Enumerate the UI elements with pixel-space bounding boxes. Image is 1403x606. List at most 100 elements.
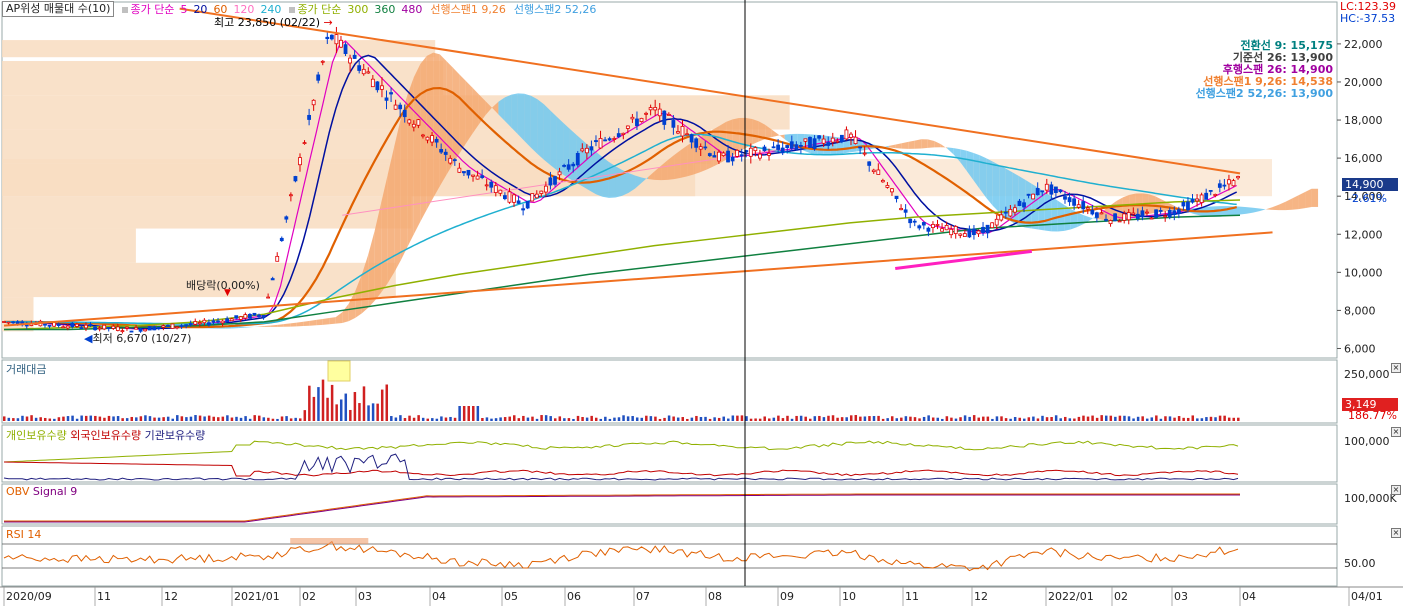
candle-body bbox=[1090, 209, 1095, 215]
candle-body bbox=[871, 169, 876, 173]
lc-value: LC:123.39 bbox=[1340, 0, 1397, 13]
volume-bar bbox=[176, 415, 179, 421]
volume-bar bbox=[25, 416, 29, 421]
volume-bar bbox=[453, 417, 457, 421]
ma2-legend-label: 종가 단순 bbox=[289, 1, 341, 17]
volume-bar bbox=[157, 417, 161, 421]
volume-highlight bbox=[327, 360, 351, 382]
volume-bar bbox=[918, 418, 921, 421]
candle-body bbox=[166, 324, 170, 327]
candle-body bbox=[671, 120, 676, 128]
ichimoku-conversion: 전환선 9: 15,175 bbox=[1240, 39, 1333, 52]
close-rsi-panel-icon[interactable]: × bbox=[1391, 528, 1401, 538]
candle-body bbox=[489, 181, 494, 188]
candle-body bbox=[229, 318, 234, 322]
volume-bar bbox=[786, 415, 789, 421]
volume-bar bbox=[1045, 417, 1049, 421]
volume-bar bbox=[62, 416, 65, 421]
volume-bar bbox=[89, 415, 93, 421]
holders-panel-label: 개인보유수량 외국인보유수량 기관보유수량 bbox=[6, 427, 205, 443]
volume-bar bbox=[1023, 418, 1026, 421]
candle-body bbox=[1158, 210, 1163, 212]
cloud-segment bbox=[986, 158, 993, 206]
close-volume-panel-icon[interactable]: × bbox=[1391, 363, 1401, 373]
candle-body bbox=[1195, 198, 1199, 202]
volume-bar bbox=[449, 416, 452, 421]
volume-bar bbox=[1159, 418, 1163, 421]
candle-body bbox=[448, 157, 453, 164]
volume-bar bbox=[754, 418, 757, 421]
volume-bar bbox=[412, 417, 416, 421]
candle-body bbox=[257, 314, 261, 317]
low-annotation-text: 최저 6,670 (10/27) bbox=[92, 332, 192, 345]
candle-body bbox=[439, 149, 444, 153]
cloud-segment bbox=[491, 101, 499, 115]
candle-body bbox=[680, 125, 685, 137]
volume-bar bbox=[394, 417, 398, 421]
candle-body bbox=[931, 223, 935, 229]
candle-body bbox=[616, 133, 621, 138]
candle-body bbox=[994, 218, 999, 226]
volume-bar bbox=[522, 415, 525, 421]
arrow-left-icon: ◀ bbox=[84, 332, 93, 345]
volume-bar bbox=[289, 418, 293, 421]
volume-profile-bar bbox=[2, 61, 444, 96]
cloud-segment bbox=[667, 155, 675, 180]
candle-body bbox=[1208, 190, 1213, 192]
candle-body bbox=[1113, 213, 1117, 221]
x-tick-label: 06 bbox=[567, 590, 581, 603]
cloud-segment bbox=[1298, 191, 1306, 210]
candle-body bbox=[1204, 192, 1209, 200]
volume-bar bbox=[1141, 416, 1144, 421]
volume-bar bbox=[1209, 416, 1213, 421]
candle-body bbox=[1163, 215, 1168, 218]
volume-bar bbox=[986, 416, 990, 421]
candle-body bbox=[211, 320, 216, 323]
volume-bar bbox=[972, 415, 976, 421]
ma-60: 60 bbox=[213, 2, 228, 16]
candle-body bbox=[343, 44, 348, 54]
volume-bar bbox=[1186, 417, 1190, 421]
volume-tick-label: 250,000 bbox=[1344, 368, 1390, 381]
candle-body bbox=[225, 318, 230, 323]
price-tick-label: 18,000 bbox=[1344, 114, 1383, 127]
panel-frame bbox=[1, 424, 1338, 483]
volume-bar bbox=[809, 418, 812, 421]
cloud-segment bbox=[771, 129, 779, 138]
price-tick-label: 8,000 bbox=[1344, 304, 1376, 317]
volume-bar bbox=[608, 418, 612, 421]
volume-bar bbox=[909, 416, 912, 421]
volume-bar bbox=[1104, 415, 1108, 421]
close-obv-panel-icon[interactable]: × bbox=[1391, 485, 1401, 495]
volume-bar bbox=[1223, 415, 1226, 421]
cloud-segment bbox=[1279, 201, 1286, 211]
candle-body bbox=[170, 323, 175, 329]
cloud-segment bbox=[979, 155, 987, 198]
volume-bar bbox=[21, 415, 24, 421]
volume-bar bbox=[203, 416, 206, 421]
candle-body bbox=[999, 214, 1004, 221]
candle-body bbox=[325, 36, 330, 40]
candle-body bbox=[311, 99, 316, 106]
candle-body bbox=[944, 225, 949, 231]
x-tick-label: 04 bbox=[1242, 590, 1256, 603]
candle-body bbox=[288, 194, 293, 197]
volume-bar bbox=[189, 416, 193, 421]
volume-bar bbox=[312, 396, 316, 421]
volume-bar bbox=[235, 416, 238, 421]
rsi-line bbox=[2, 538, 1337, 572]
volume-bar bbox=[1214, 417, 1217, 421]
indicator-title[interactable]: AP위성 매물대 수(10) bbox=[2, 1, 115, 17]
cloud-segment bbox=[394, 118, 401, 273]
volume-bar bbox=[740, 415, 744, 421]
volume-bars bbox=[3, 360, 1240, 421]
close-holders-panel-icon[interactable]: × bbox=[1391, 427, 1401, 437]
cloud-segment bbox=[602, 157, 609, 198]
volume-profile-bar bbox=[2, 262, 396, 298]
volume-bar bbox=[890, 416, 894, 421]
candle-body bbox=[644, 112, 648, 115]
volume-bar bbox=[900, 417, 903, 421]
candle-body bbox=[47, 324, 52, 327]
volume-bar bbox=[863, 416, 867, 421]
